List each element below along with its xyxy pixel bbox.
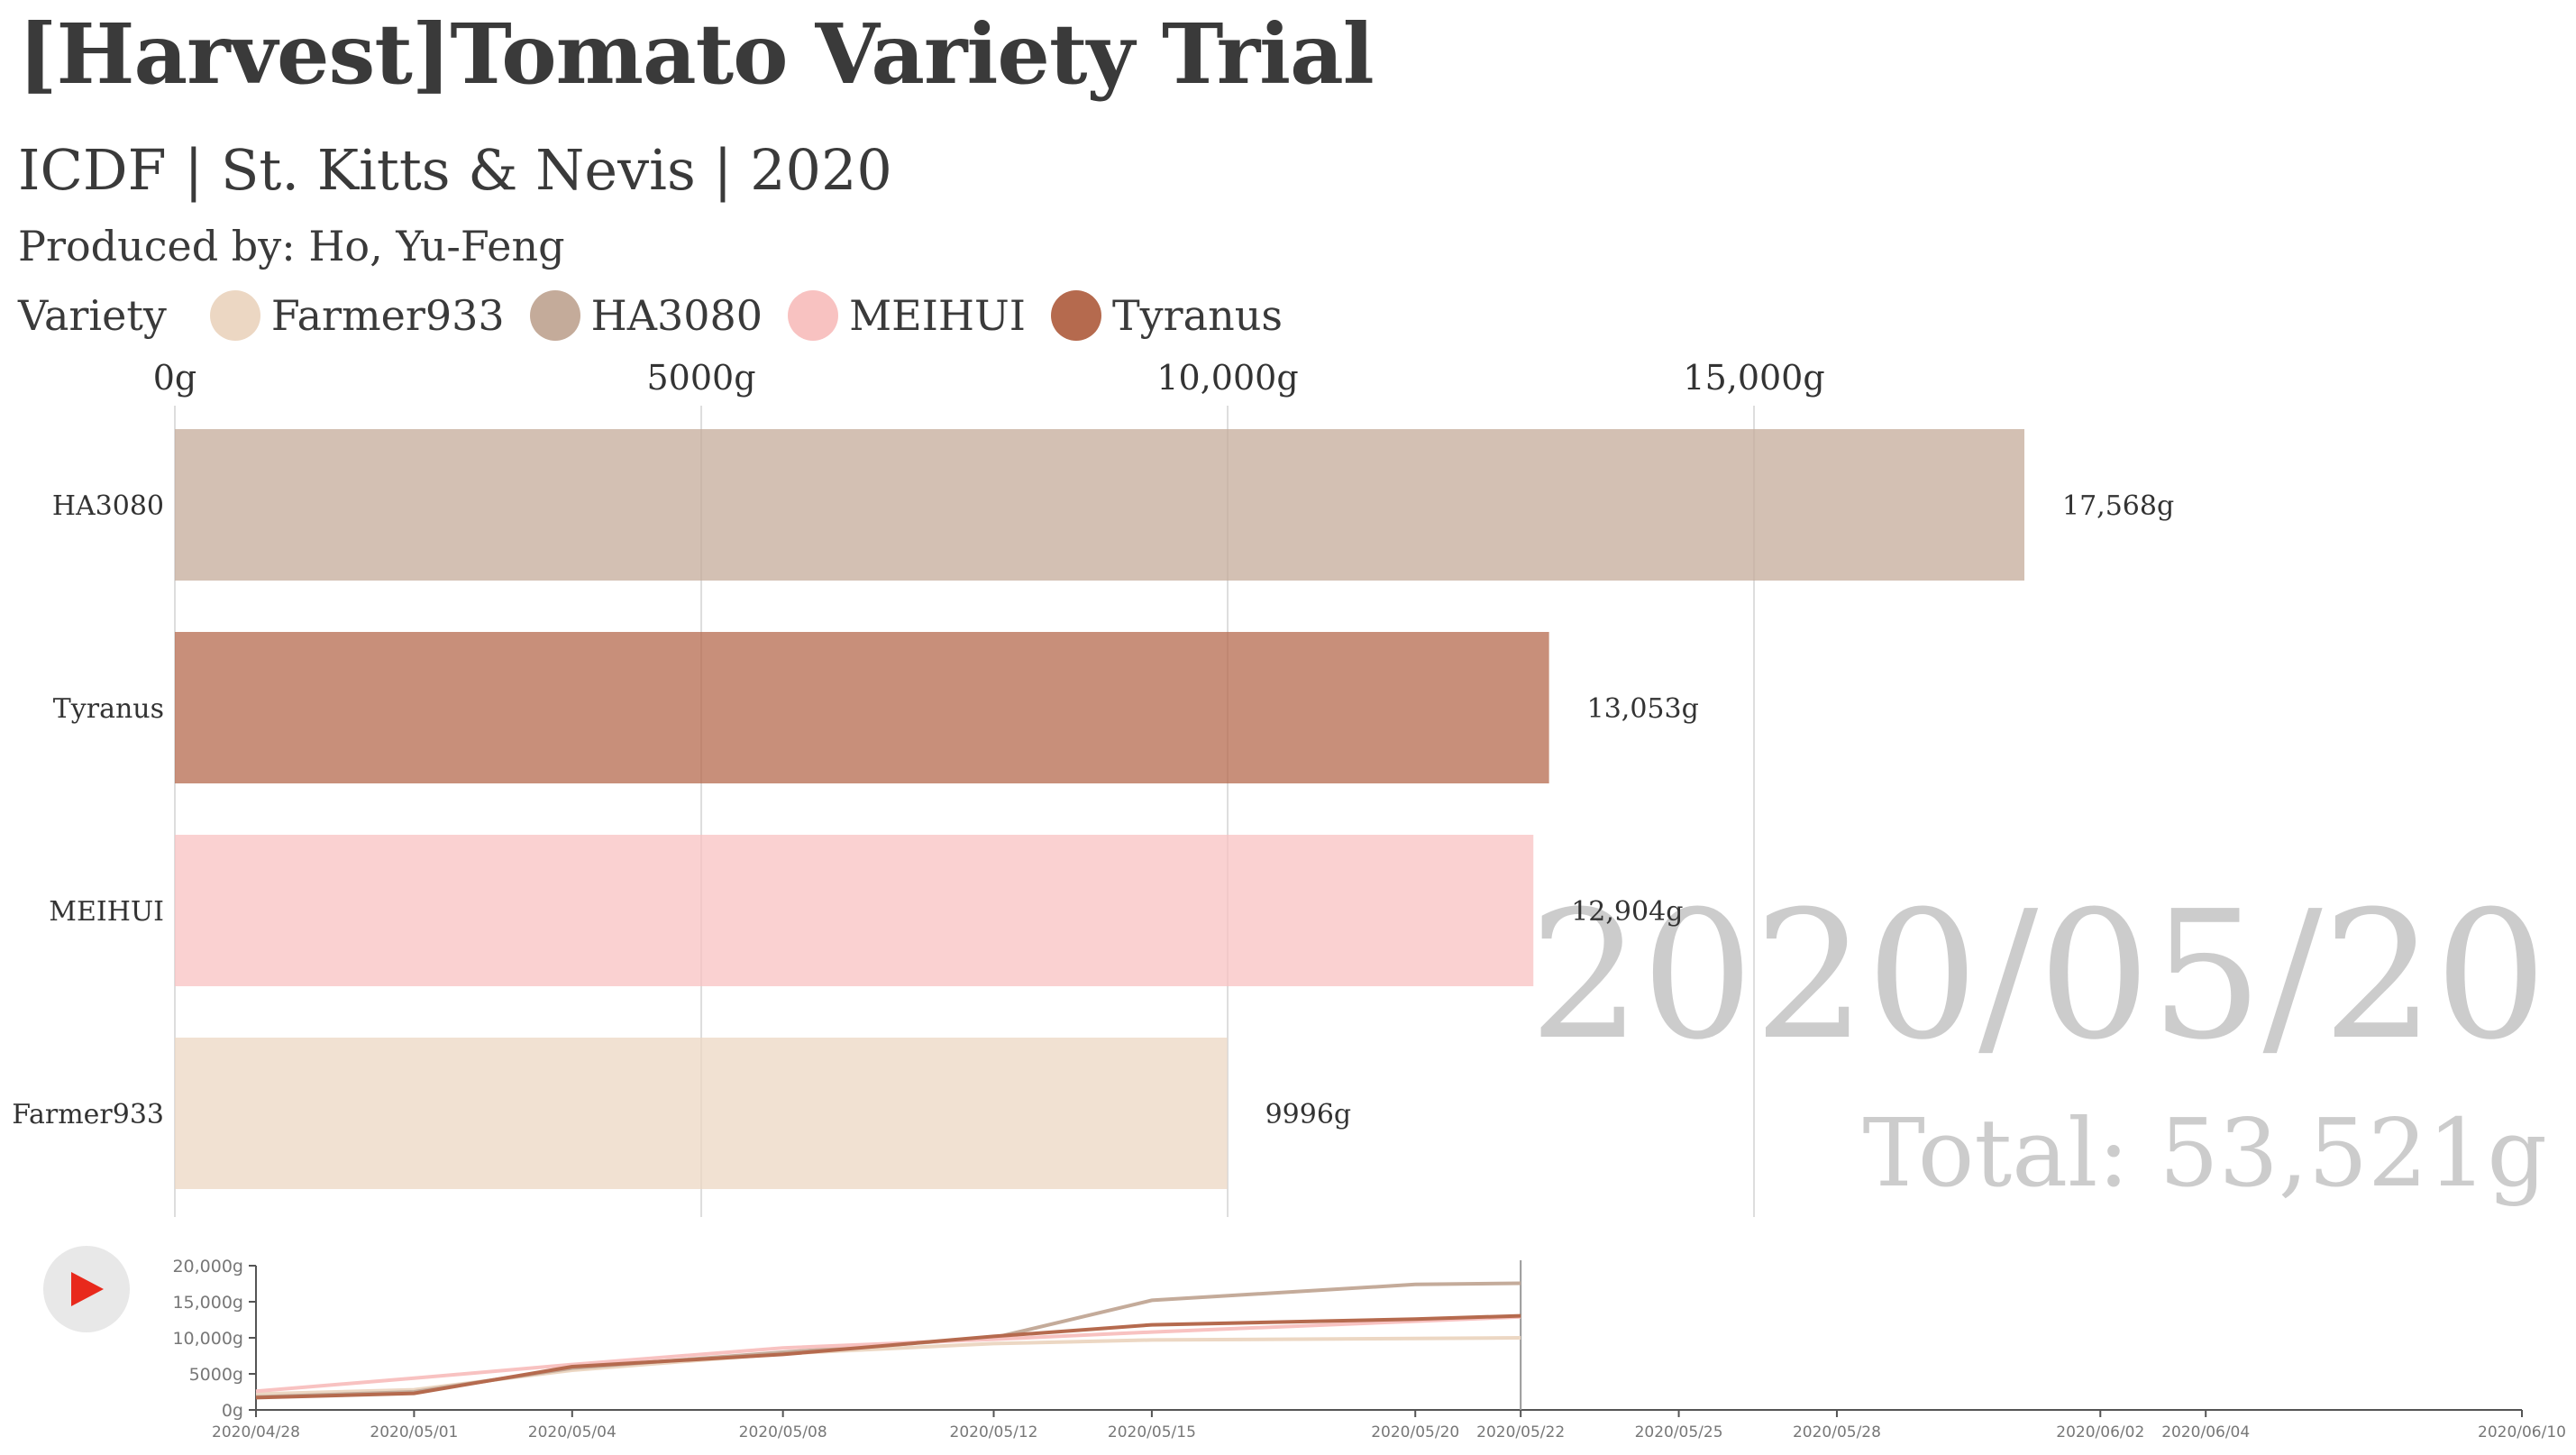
bar-meihui <box>175 835 1534 986</box>
x-tick-label: 2020/05/25 <box>1635 1423 1723 1441</box>
series-line-tyranus <box>255 1313 1521 1400</box>
legend-label: Tyranus <box>1111 291 1283 340</box>
legend-item-farmer933[interactable]: Farmer933 <box>209 290 505 341</box>
y-tick-label: 20,000g <box>172 1257 243 1277</box>
y-tick-label: 15,000g <box>172 1293 243 1313</box>
y-tick-label: 0g <box>222 1401 243 1421</box>
timeline-line-chart[interactable]: 0g 5000g 10,000g 15,000g 20,000g 2020/04/28 20… <box>0 1235 2576 1455</box>
page-title: [Harvest]Tomato Variety Trial <box>18 5 1375 103</box>
legend-swatch <box>529 290 580 341</box>
legend-swatch <box>1050 290 1101 341</box>
category-label: MEIHUI <box>49 896 164 928</box>
x-tick-label: 2020/05/22 <box>1476 1423 1565 1441</box>
legend-item-ha3080[interactable]: HA3080 <box>529 290 763 341</box>
legend-title: Variety <box>18 291 167 340</box>
value-label: 13,053g <box>1587 693 1699 725</box>
y-tick-label: 10,000g <box>172 1329 243 1349</box>
x-tick-label: 2020/05/12 <box>950 1423 1038 1441</box>
legend-item-meihui[interactable]: MEIHUI <box>788 290 1026 341</box>
legend-label: HA3080 <box>590 291 763 340</box>
category-label: Farmer933 <box>12 1099 164 1130</box>
value-label: 12,904g <box>1571 896 1683 928</box>
y-tick-label: 5000g <box>189 1365 243 1385</box>
x-tick-label: 2020/05/01 <box>370 1423 458 1441</box>
x-tick-label: 2020/05/15 <box>1108 1423 1196 1441</box>
bar-chart: 2020/05/20 Total: 53,521g 0g 5000g 10,000g 15… <box>12 358 2547 1217</box>
category-label: Tyranus <box>53 693 164 725</box>
series-line-meihui <box>255 1314 1521 1394</box>
x-tick-label: 2020/04/28 <box>212 1423 300 1441</box>
x-tick-label: 15,000g <box>1683 358 1824 398</box>
legend-label: MEIHUI <box>849 291 1026 340</box>
x-tick-label: 2020/06/04 <box>2161 1423 2250 1441</box>
x-tick-label: 10,000g <box>1156 358 1298 398</box>
x-tick-label: 2020/06/02 <box>2056 1423 2144 1441</box>
x-tick-label: 2020/05/04 <box>528 1423 617 1441</box>
legend-swatch <box>209 290 260 341</box>
legend: Variety Farmer933 HA3080 MEIHUI Tyranus <box>18 288 1308 343</box>
play-button[interactable] <box>43 1246 130 1332</box>
bar-farmer933 <box>175 1038 1228 1189</box>
total-watermark: Total: 53,521g <box>1862 1098 2547 1208</box>
value-label: 9996g <box>1265 1099 1352 1130</box>
bar-ha3080 <box>175 429 2024 581</box>
x-tick-label: 0g <box>153 358 197 398</box>
producer-credit: Produced by: Ho, Yu-Feng <box>18 222 565 270</box>
legend-label: Farmer933 <box>270 291 505 340</box>
x-tick-label: 2020/05/28 <box>1793 1423 1881 1441</box>
x-tick-label: 5000g <box>646 358 755 398</box>
date-watermark: 2020/05/20 <box>1529 874 2547 1079</box>
category-label: HA3080 <box>52 490 164 522</box>
bar-tyranus <box>175 632 1549 783</box>
x-tick-label: 2020/05/08 <box>739 1423 827 1441</box>
x-tick-label: 2020/05/20 <box>1371 1423 1459 1441</box>
page-subtitle: ICDF | St. Kitts & Nevis | 2020 <box>18 137 892 203</box>
x-tick-label: 2020/06/10 <box>2478 1423 2566 1441</box>
play-icon <box>71 1272 104 1306</box>
value-label: 17,568g <box>2062 490 2174 522</box>
legend-item-tyranus[interactable]: Tyranus <box>1050 290 1283 341</box>
legend-swatch <box>788 290 839 341</box>
